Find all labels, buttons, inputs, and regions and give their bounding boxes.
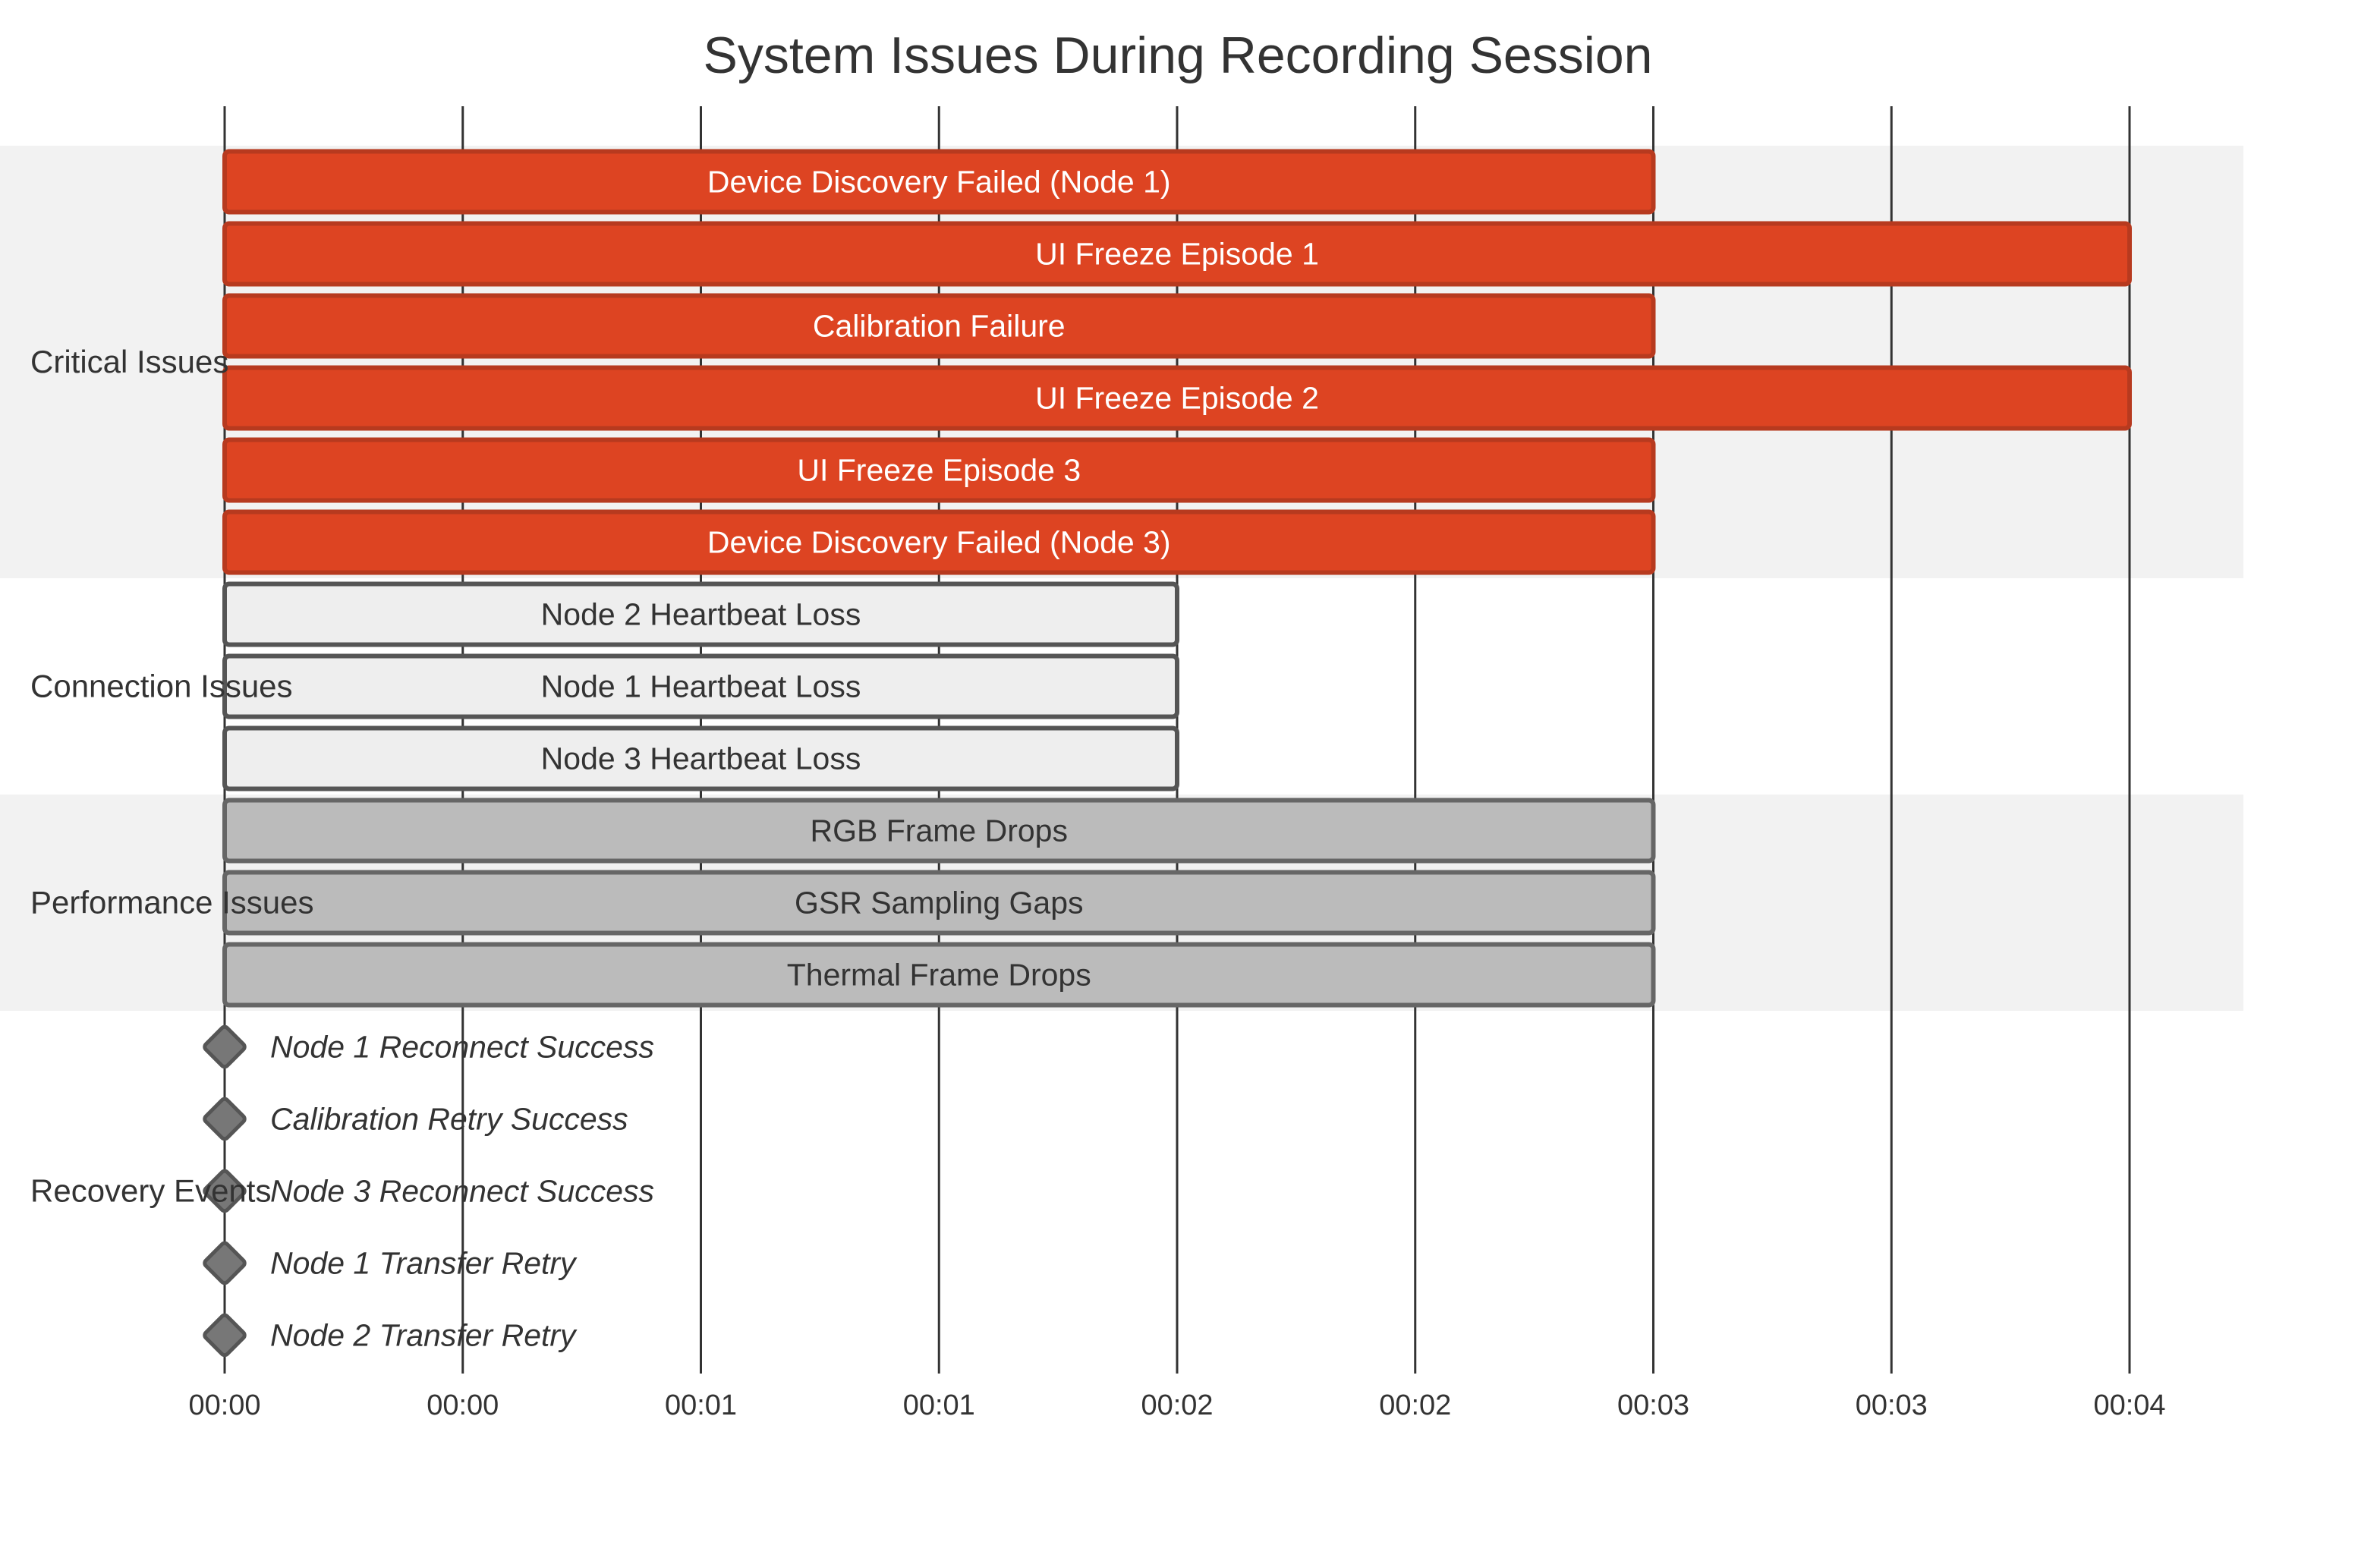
x-tick-label: 00:01: [665, 1389, 737, 1421]
milestone-marker: [203, 1097, 247, 1141]
task-label: Device Discovery Failed (Node 1): [707, 165, 1171, 200]
section-label: Connection Issues: [30, 669, 293, 704]
milestone-marker: [203, 1241, 247, 1286]
milestone-label: Calibration Retry Success: [270, 1102, 628, 1137]
task-label: Device Discovery Failed (Node 3): [707, 525, 1171, 560]
task-bar: [222, 293, 1656, 359]
milestone-label: Node 1 Transfer Retry: [270, 1246, 578, 1281]
task-bar: [222, 149, 1656, 215]
x-tick-label: 00:00: [188, 1389, 260, 1421]
milestone-marker: [203, 1169, 247, 1213]
milestone-label: Node 2 Transfer Retry: [270, 1318, 578, 1353]
task-bar: [222, 581, 1179, 647]
task-label: Calibration Failure: [813, 309, 1066, 344]
milestone-label: Node 1 Reconnect Success: [270, 1030, 654, 1065]
section-label: Performance Issues: [30, 885, 314, 920]
task-bar: [222, 221, 2132, 287]
task-bar: [222, 509, 1656, 575]
task-label: UI Freeze Episode 2: [1035, 381, 1319, 416]
x-axis-ticks: 00:00 00:00 00:01 00:01 00:02 00:02 00:03 00:03…: [188, 1389, 2165, 1421]
task-bar: [222, 365, 2132, 431]
task-bar: [222, 653, 1179, 719]
chart-title: System Issues During Recording Session: [704, 27, 1653, 84]
milestone-label: Node 3 Reconnect Success: [270, 1174, 654, 1209]
task-label: RGB Frame Drops: [811, 813, 1068, 848]
task-label: UI Freeze Episode 1: [1035, 237, 1319, 272]
task-label: GSR Sampling Gaps: [795, 886, 1084, 920]
task-bar: [222, 437, 1656, 503]
x-tick-label: 00:03: [1617, 1389, 1689, 1421]
milestone-marker: [203, 1313, 247, 1358]
task-label: UI Freeze Episode 3: [797, 453, 1081, 488]
section-label: Recovery Events: [30, 1173, 271, 1209]
task-label: Thermal Frame Drops: [787, 958, 1091, 993]
task-bar: [222, 870, 1656, 936]
task-label: Node 3 Heartbeat Loss: [541, 741, 861, 776]
x-tick-label: 00:00: [427, 1389, 499, 1421]
task-label: Node 1 Heartbeat Loss: [541, 669, 861, 704]
task-label: Node 2 Heartbeat Loss: [541, 597, 861, 632]
x-tick-label: 00:02: [1379, 1389, 1451, 1421]
section-label: Critical Issues: [30, 344, 228, 379]
x-tick-label: 00:03: [1856, 1389, 1928, 1421]
task-bar: [222, 725, 1179, 791]
x-tick-label: 00:01: [903, 1389, 975, 1421]
x-tick-label: 00:02: [1141, 1389, 1213, 1421]
task-bars: Device Discovery Failed (Node 1) UI Freez…: [203, 149, 2132, 1358]
x-tick-label: 00:04: [2093, 1389, 2165, 1421]
milestone-marker: [203, 1024, 247, 1069]
section-band: [0, 146, 2243, 578]
task-bar: [222, 942, 1656, 1008]
task-bar: [222, 798, 1656, 864]
section-labels: Critical Issues Connection Issues Performa…: [30, 344, 314, 1209]
